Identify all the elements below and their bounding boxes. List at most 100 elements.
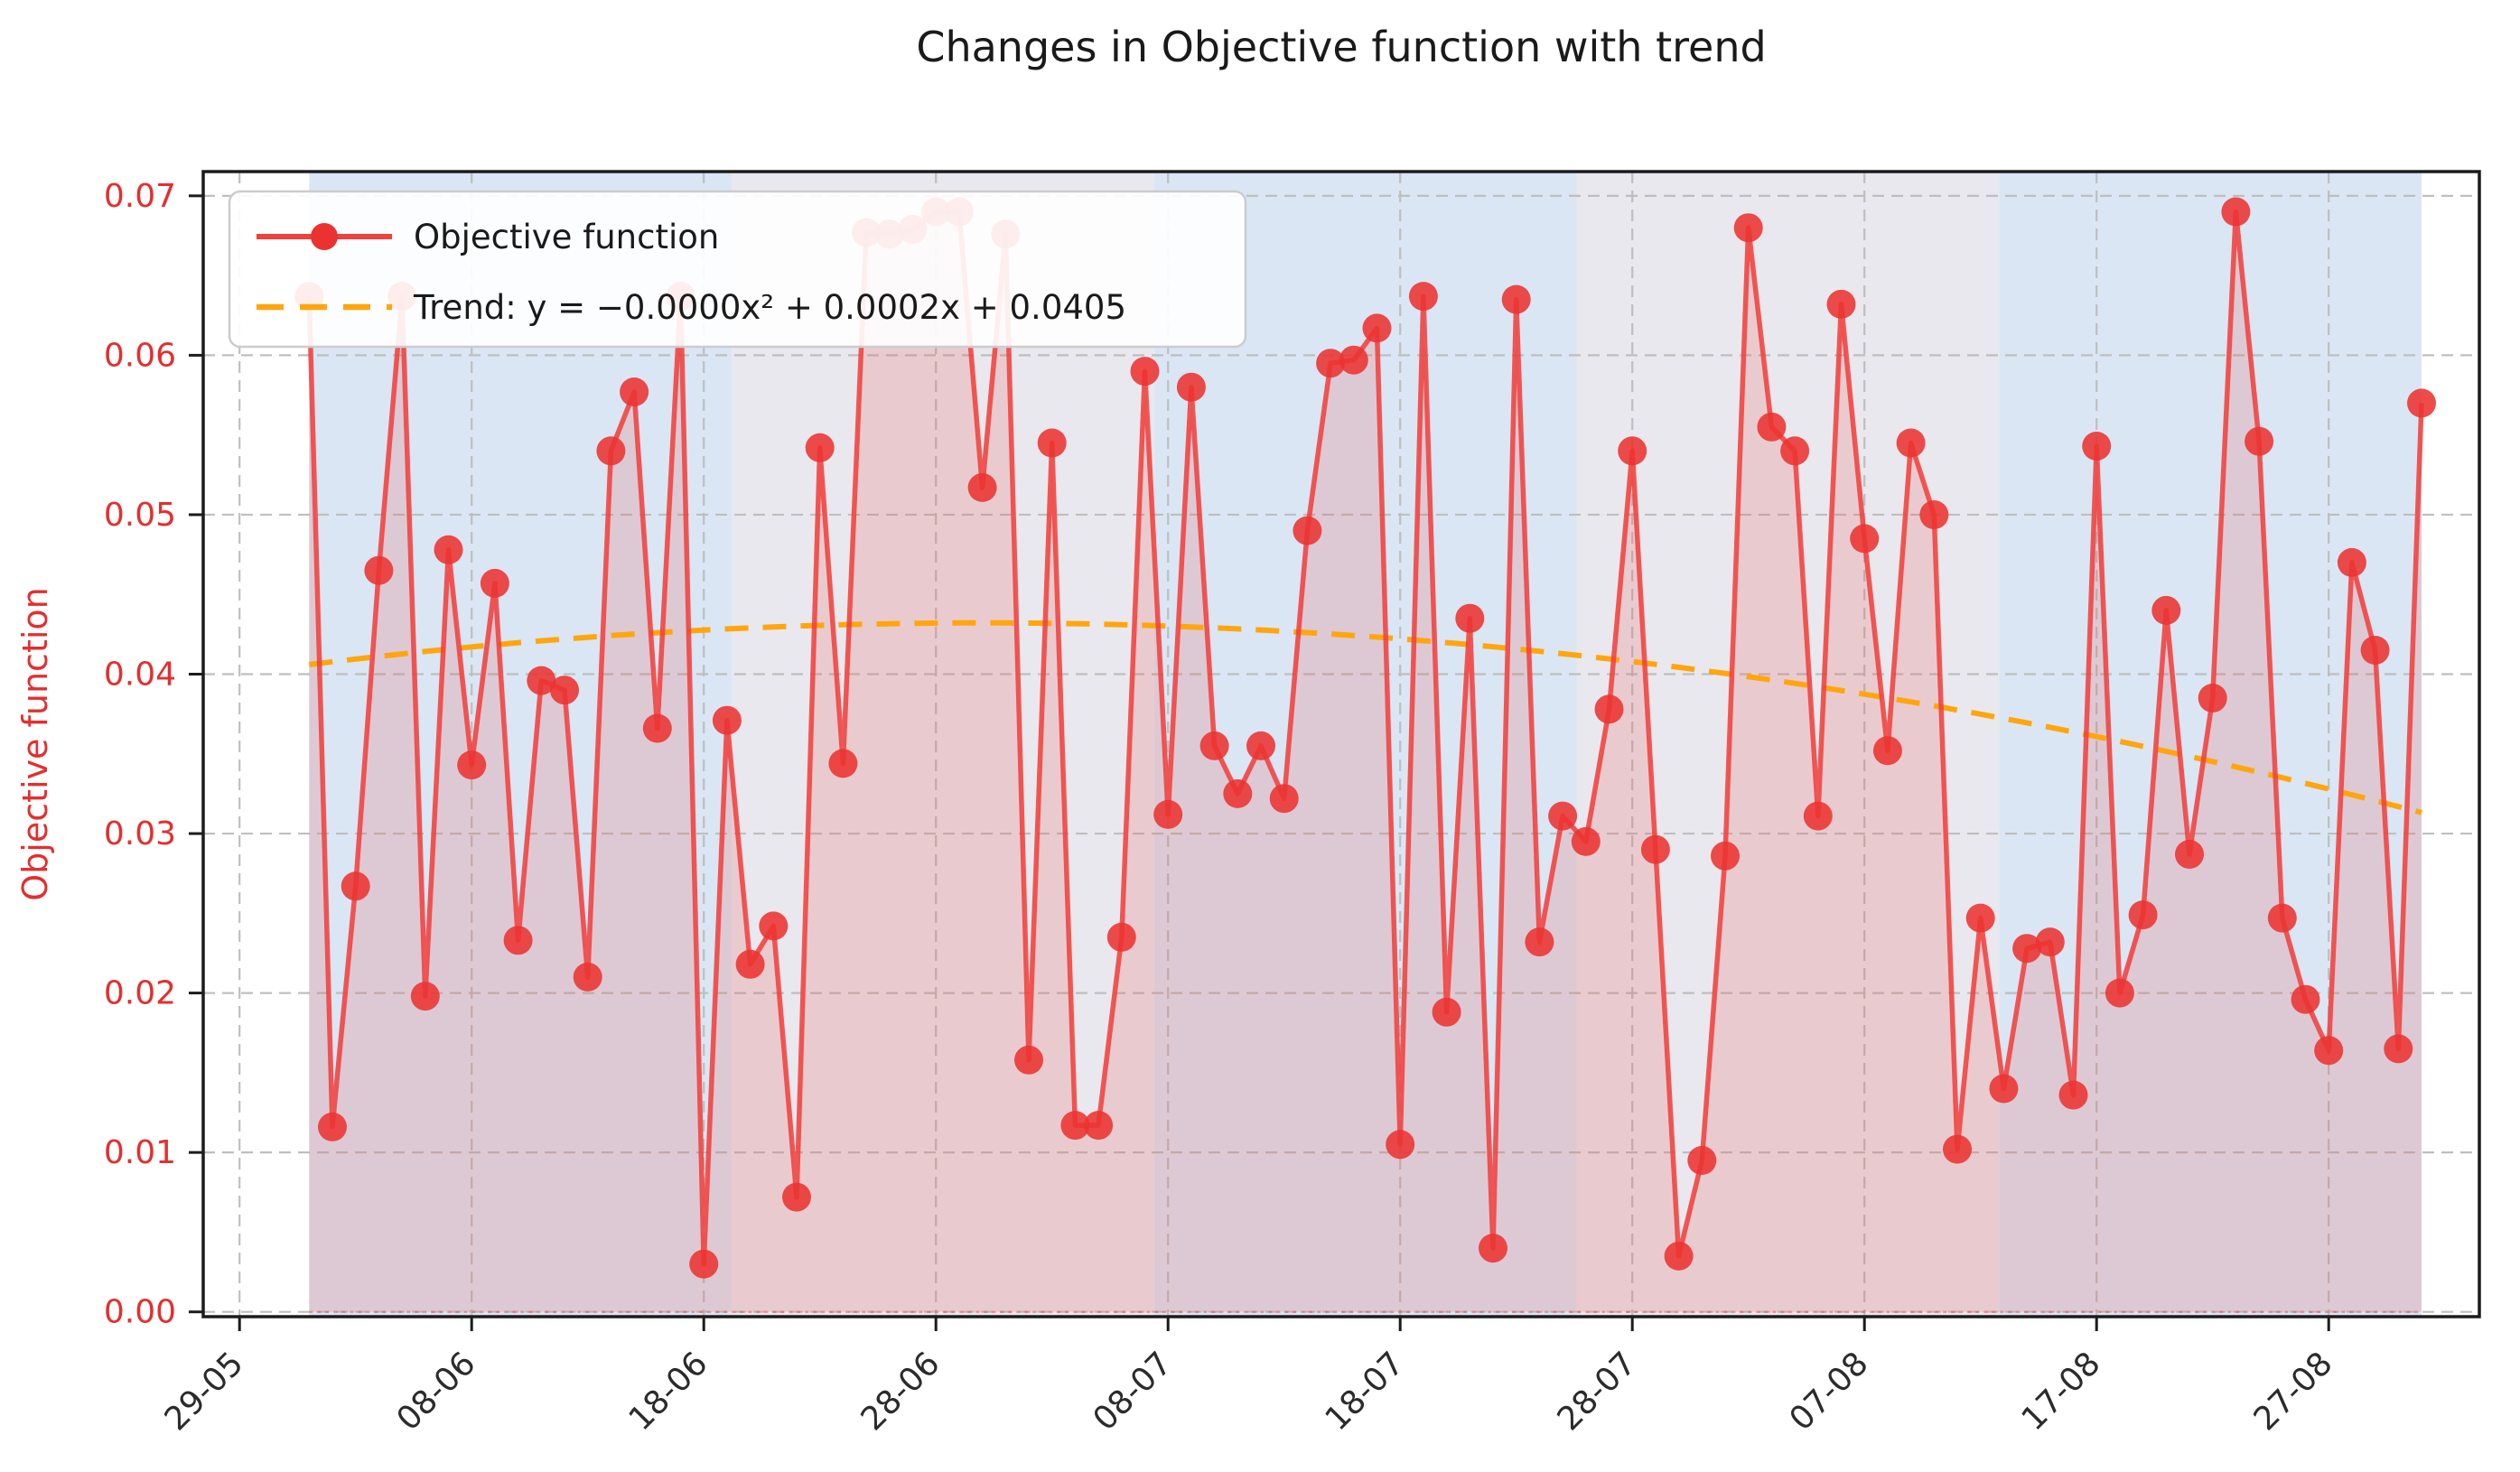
data-point[interactable]	[1803, 801, 1833, 831]
data-point[interactable]	[1896, 428, 1926, 458]
data-point[interactable]	[1919, 500, 1949, 529]
data-point[interactable]	[2337, 547, 2366, 577]
data-point[interactable]	[2384, 1034, 2413, 1064]
objective-function-line[interactable]	[306, 209, 2424, 1267]
data-point[interactable]	[457, 750, 487, 780]
data-point[interactable]	[1176, 372, 1206, 402]
data-point[interactable]	[1594, 694, 1624, 724]
x-tick-label: 07-08	[1783, 1345, 1876, 1438]
data-point[interactable]	[1501, 284, 1531, 314]
data-point[interactable]	[550, 675, 579, 705]
axes-frame	[201, 170, 2481, 1318]
data-point[interactable]	[2360, 636, 2390, 665]
data-point[interactable]	[1269, 784, 1299, 814]
data-point[interactable]	[1106, 922, 1136, 952]
data-point[interactable]	[1664, 1241, 1694, 1271]
legend-item-objective[interactable]: Objective function	[257, 218, 719, 256]
data-point[interactable]	[1339, 345, 1368, 375]
data-point[interactable]	[596, 436, 626, 466]
data-point[interactable]	[1872, 736, 1902, 766]
data-point[interactable]	[805, 433, 835, 462]
data-point[interactable]	[1084, 1111, 1114, 1141]
data-point[interactable]	[1362, 313, 1392, 343]
x-tick-label: 08-07	[1087, 1345, 1180, 1438]
data-point[interactable]	[967, 472, 997, 502]
data-point[interactable]	[1199, 731, 1229, 760]
data-point[interactable]	[1548, 801, 1578, 831]
data-point[interactable]	[573, 962, 602, 992]
data-point[interactable]	[1153, 799, 1183, 829]
data-point[interactable]	[364, 555, 394, 585]
legend-box	[228, 190, 1247, 349]
y-tick-label: 0.07	[104, 178, 176, 215]
axis-tick-marks	[189, 194, 2330, 1331]
data-point[interactable]	[1316, 349, 1346, 378]
data-point[interactable]	[1965, 903, 1995, 933]
y-tick-label: 0.02	[104, 975, 176, 1012]
data-point[interactable]	[2407, 388, 2436, 418]
data-point[interactable]	[1780, 436, 1810, 466]
data-point[interactable]	[1687, 1146, 1717, 1175]
data-point[interactable]	[759, 911, 789, 941]
data-point[interactable]	[642, 713, 672, 743]
data-point[interactable]	[503, 926, 533, 955]
x-tick-label: 28-07	[1551, 1345, 1644, 1438]
data-point[interactable]	[1223, 778, 1253, 808]
data-point[interactable]	[527, 666, 556, 695]
data-point[interactable]	[341, 871, 370, 901]
data-point[interactable]	[2105, 978, 2134, 1008]
data-point[interactable]	[782, 1182, 811, 1212]
data-point[interactable]	[318, 1112, 347, 1141]
data-point[interactable]	[2221, 197, 2251, 227]
data-point[interactable]	[1246, 731, 1275, 760]
data-point[interactable]	[1618, 436, 1647, 466]
data-point[interactable]	[2175, 840, 2204, 869]
data-point[interactable]	[689, 1249, 719, 1279]
data-point[interactable]	[1826, 289, 1856, 319]
y-tick-labels: 0.00 0.01 0.02 0.03 0.04 0.05 0.06 0.07	[104, 178, 176, 1331]
data-point[interactable]	[1432, 997, 1461, 1027]
data-point[interactable]	[1640, 834, 1670, 864]
data-point[interactable]	[735, 949, 765, 979]
data-point[interactable]	[828, 749, 858, 778]
data-point[interactable]	[2035, 927, 2065, 957]
data-point[interactable]	[1293, 516, 1322, 545]
data-point[interactable]	[410, 982, 440, 1011]
legend-item-trend[interactable]: Trend: y = −0.0000x² + 0.0002x + 0.0405	[257, 288, 1126, 327]
shaded-band	[1999, 172, 2422, 1317]
data-point[interactable]	[2291, 984, 2320, 1014]
data-point[interactable]	[1943, 1134, 1972, 1164]
data-point[interactable]	[1037, 428, 1067, 458]
shaded-band	[309, 172, 733, 1317]
data-point[interactable]	[2082, 432, 2112, 461]
legend[interactable]: Objective function Trend: y = −0.0000x² …	[228, 190, 1247, 349]
data-point[interactable]	[1757, 412, 1787, 442]
data-point-markers[interactable]	[294, 197, 2436, 1279]
data-point[interactable]	[480, 568, 509, 598]
data-point[interactable]	[2198, 684, 2227, 713]
data-point[interactable]	[1989, 1074, 2019, 1104]
data-point[interactable]	[2314, 1036, 2344, 1066]
data-point[interactable]	[1850, 524, 1880, 554]
data-point[interactable]	[2128, 900, 2158, 930]
data-point[interactable]	[2058, 1080, 2088, 1110]
data-point[interactable]	[1014, 1045, 1043, 1075]
data-point[interactable]	[620, 377, 649, 406]
data-point[interactable]	[1386, 1130, 1415, 1160]
data-point[interactable]	[2012, 934, 2042, 964]
data-point[interactable]	[1733, 213, 1763, 243]
data-point[interactable]	[2245, 426, 2274, 456]
data-point[interactable]	[1060, 1111, 1090, 1141]
data-point[interactable]	[1130, 357, 1160, 387]
data-point[interactable]	[1711, 841, 1740, 871]
data-point[interactable]	[1455, 603, 1485, 633]
data-point[interactable]	[1571, 826, 1601, 856]
data-point[interactable]	[2151, 595, 2181, 625]
data-point[interactable]	[712, 705, 742, 735]
data-point[interactable]	[2267, 903, 2297, 933]
data-point[interactable]	[1408, 282, 1438, 312]
y-tick-label: 0.00	[104, 1294, 176, 1331]
data-point[interactable]	[1479, 1234, 1507, 1263]
data-point[interactable]	[1525, 927, 1554, 957]
data-point[interactable]	[434, 535, 463, 564]
